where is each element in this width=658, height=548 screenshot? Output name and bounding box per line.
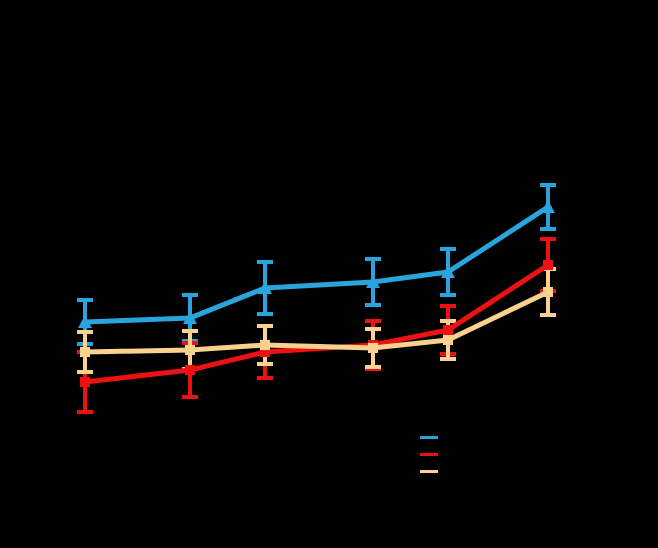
- data-point-marker: [543, 287, 553, 297]
- legend-entry[interactable]: Series 3: [420, 464, 488, 478]
- y-tick-label: 1.0: [45, 177, 64, 192]
- series-line: [82, 289, 551, 355]
- data-point-marker: [260, 340, 270, 350]
- data-point-marker: [543, 260, 553, 270]
- legend-swatch: [420, 452, 438, 456]
- data-point-marker: [443, 325, 453, 335]
- chart-legend: Series 1 Series 2 Series 3: [420, 430, 488, 481]
- data-point-marker: [441, 265, 455, 278]
- y-tick-label: 0.0: [45, 412, 64, 427]
- y-tick-label: 0.4: [45, 318, 64, 333]
- legend-label: Series 1: [444, 430, 489, 444]
- data-point-marker: [260, 347, 270, 357]
- legend-swatch: [420, 435, 438, 439]
- legend-label: Series 2: [444, 447, 489, 461]
- data-point-marker: [80, 377, 90, 387]
- data-point-marker: [443, 335, 453, 345]
- legend-swatch: [420, 469, 438, 473]
- x-tick-label: 3: [260, 432, 268, 447]
- x-tick-label: 4: [368, 432, 376, 447]
- data-point-marker: [368, 343, 378, 353]
- series-line: [82, 204, 551, 325]
- data-point-marker: [258, 281, 272, 294]
- x-tick-label: 1: [80, 432, 88, 447]
- data-point-marker: [78, 315, 92, 328]
- y-tick-label: 0.2: [45, 365, 64, 380]
- data-point-marker: [80, 347, 90, 357]
- x-tick-label: 5: [443, 432, 451, 447]
- data-point-marker: [541, 200, 555, 213]
- legend-label: Series 3: [444, 464, 489, 478]
- series-series-1: [78, 200, 555, 328]
- data-point-marker: [185, 345, 195, 355]
- y-tick-label: 0.8: [45, 224, 64, 239]
- legend-entry[interactable]: Series 1: [420, 430, 488, 444]
- data-point-marker: [185, 365, 195, 375]
- series-layer: [77, 183, 556, 414]
- series-series-3: [80, 287, 553, 357]
- x-tick-label: 2: [185, 432, 193, 447]
- data-point-marker: [183, 311, 197, 324]
- legend-entry[interactable]: Series 2: [420, 447, 488, 461]
- data-point-marker: [366, 275, 380, 288]
- x-tick-label: 6: [543, 432, 551, 447]
- y-tick-label: 0.6: [45, 271, 64, 286]
